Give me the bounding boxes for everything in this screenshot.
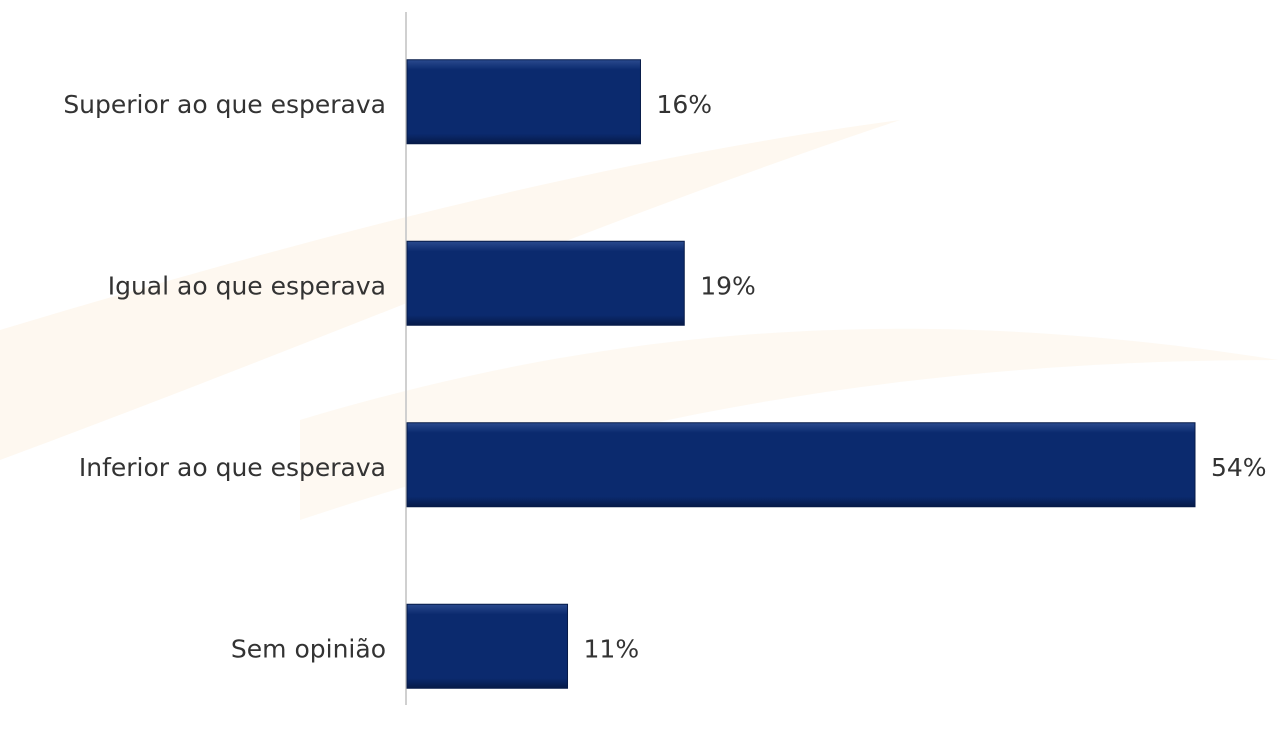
bar (406, 59, 641, 145)
category-label: Igual ao que esperava (108, 271, 386, 300)
value-label: 54% (1211, 453, 1267, 482)
value-label: 11% (584, 634, 640, 663)
category-label: Inferior ao que esperava (79, 453, 386, 482)
bar (406, 603, 569, 689)
value-label: 19% (700, 271, 756, 300)
bar (406, 422, 1196, 508)
bar (406, 240, 685, 326)
value-label: 16% (656, 90, 712, 119)
category-label: Sem opinião (231, 634, 386, 663)
category-label: Superior ao que esperava (63, 90, 386, 119)
watermark (0, 120, 900, 460)
watermark (300, 328, 1278, 520)
